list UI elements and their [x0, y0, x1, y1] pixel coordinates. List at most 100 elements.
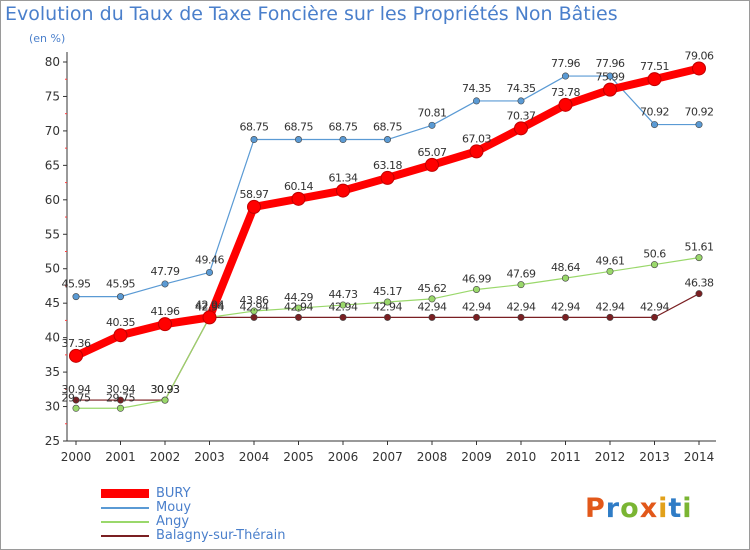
data-label: 43.86 — [240, 294, 269, 307]
data-point — [202, 310, 217, 325]
data-label: 79.06 — [685, 49, 714, 62]
data-point — [250, 313, 258, 321]
data-label: 42.94 — [195, 300, 224, 313]
data-point — [161, 396, 169, 404]
data-point — [561, 72, 569, 80]
data-label: 75.99 — [596, 71, 625, 84]
x-tick-label: 2009 — [461, 450, 492, 464]
data-label: 45.95 — [62, 278, 91, 291]
x-tick-label: 2010 — [506, 450, 537, 464]
data-point — [650, 313, 658, 321]
y-tick-label: 45 — [45, 296, 60, 310]
data-label: 50.6 — [643, 248, 666, 261]
data-label: 49.61 — [596, 254, 625, 267]
data-label: 42.94 — [462, 300, 491, 313]
data-label: 65.07 — [418, 146, 447, 159]
data-label: 58.97 — [240, 188, 269, 201]
logo-letter: r — [605, 493, 621, 524]
data-label: 47.79 — [151, 265, 180, 278]
legend-swatch-angy — [101, 521, 149, 523]
data-label: 74.35 — [507, 82, 536, 95]
data-label: 77.96 — [596, 57, 625, 70]
data-label: 77.51 — [640, 60, 669, 73]
data-point — [603, 82, 617, 97]
data-point — [339, 136, 347, 144]
data-label: 42.94 — [284, 300, 313, 313]
y-axis-unit: (en %) — [29, 32, 66, 45]
data-point — [428, 313, 436, 321]
data-point — [517, 281, 525, 289]
data-point — [72, 396, 80, 404]
data-label: 44.73 — [329, 288, 358, 301]
data-point — [650, 121, 658, 129]
data-label: 42.94 — [195, 298, 224, 311]
data-point — [161, 280, 169, 288]
x-tick-label: 2004 — [239, 450, 270, 464]
data-point — [294, 313, 302, 321]
y-tick-label: 35 — [45, 365, 60, 379]
data-point — [117, 404, 125, 412]
data-label: 42.94 — [551, 300, 580, 313]
data-point — [250, 136, 258, 144]
data-point — [113, 328, 128, 343]
data-label: 68.75 — [329, 121, 358, 134]
data-label: 48.64 — [551, 261, 580, 274]
x-tick-label: 2001 — [105, 450, 136, 464]
y-tick-label: 80 — [45, 55, 60, 69]
y-tick-label: 70 — [45, 124, 60, 138]
data-point — [383, 298, 391, 306]
data-point — [692, 61, 706, 76]
data-point — [425, 157, 439, 172]
data-point — [380, 170, 395, 185]
data-label: 40.35 — [106, 316, 135, 329]
y-tick-label: 25 — [45, 434, 60, 448]
data-label: 45.95 — [106, 278, 135, 291]
data-point — [695, 254, 703, 262]
x-tick-label: 2002 — [150, 450, 181, 464]
proxiti-logo: Proxiti — [585, 493, 693, 524]
data-point — [247, 199, 261, 214]
data-label: 29.75 — [106, 391, 135, 404]
logo-letter: i — [682, 493, 693, 524]
legend-label-bury: BURY — [156, 486, 191, 501]
data-point — [558, 97, 573, 112]
data-point — [695, 121, 703, 129]
data-label: 42.94 — [418, 300, 447, 313]
data-label: 45.62 — [418, 282, 447, 295]
data-point — [647, 72, 662, 87]
data-point — [339, 301, 347, 309]
data-point — [291, 191, 306, 206]
data-point — [561, 274, 569, 282]
legend-label-angy: Angy — [156, 514, 190, 529]
data-label: 63.18 — [373, 159, 402, 172]
legend-swatch-balagny — [101, 535, 149, 537]
data-label: 70.37 — [507, 109, 536, 122]
data-point — [514, 121, 528, 136]
data-label: 41.96 — [151, 305, 180, 318]
data-point — [294, 136, 302, 144]
data-label: 42.94 — [373, 300, 402, 313]
data-point — [472, 285, 480, 293]
y-tick-label: 50 — [45, 262, 60, 276]
data-point — [72, 404, 80, 412]
data-point — [69, 348, 83, 363]
chart-title: Evolution du Taux de Taxe Foncière sur l… — [5, 3, 618, 25]
data-point — [336, 183, 350, 198]
data-label: 68.75 — [284, 121, 313, 134]
x-tick-label: 2014 — [684, 450, 715, 464]
data-label: 29.75 — [62, 391, 91, 404]
data-point — [472, 313, 480, 321]
data-label: 45.17 — [373, 285, 402, 298]
data-label: 42.94 — [640, 300, 669, 313]
x-tick-label: 2013 — [639, 450, 670, 464]
data-label: 30.94 — [62, 383, 91, 396]
data-point — [339, 313, 347, 321]
data-point — [517, 313, 525, 321]
y-tick-label: 65 — [45, 158, 60, 172]
data-point — [383, 313, 391, 321]
x-tick-label: 2003 — [194, 450, 225, 464]
data-label: 47.69 — [507, 268, 536, 281]
x-tick-label: 2006 — [328, 450, 359, 464]
